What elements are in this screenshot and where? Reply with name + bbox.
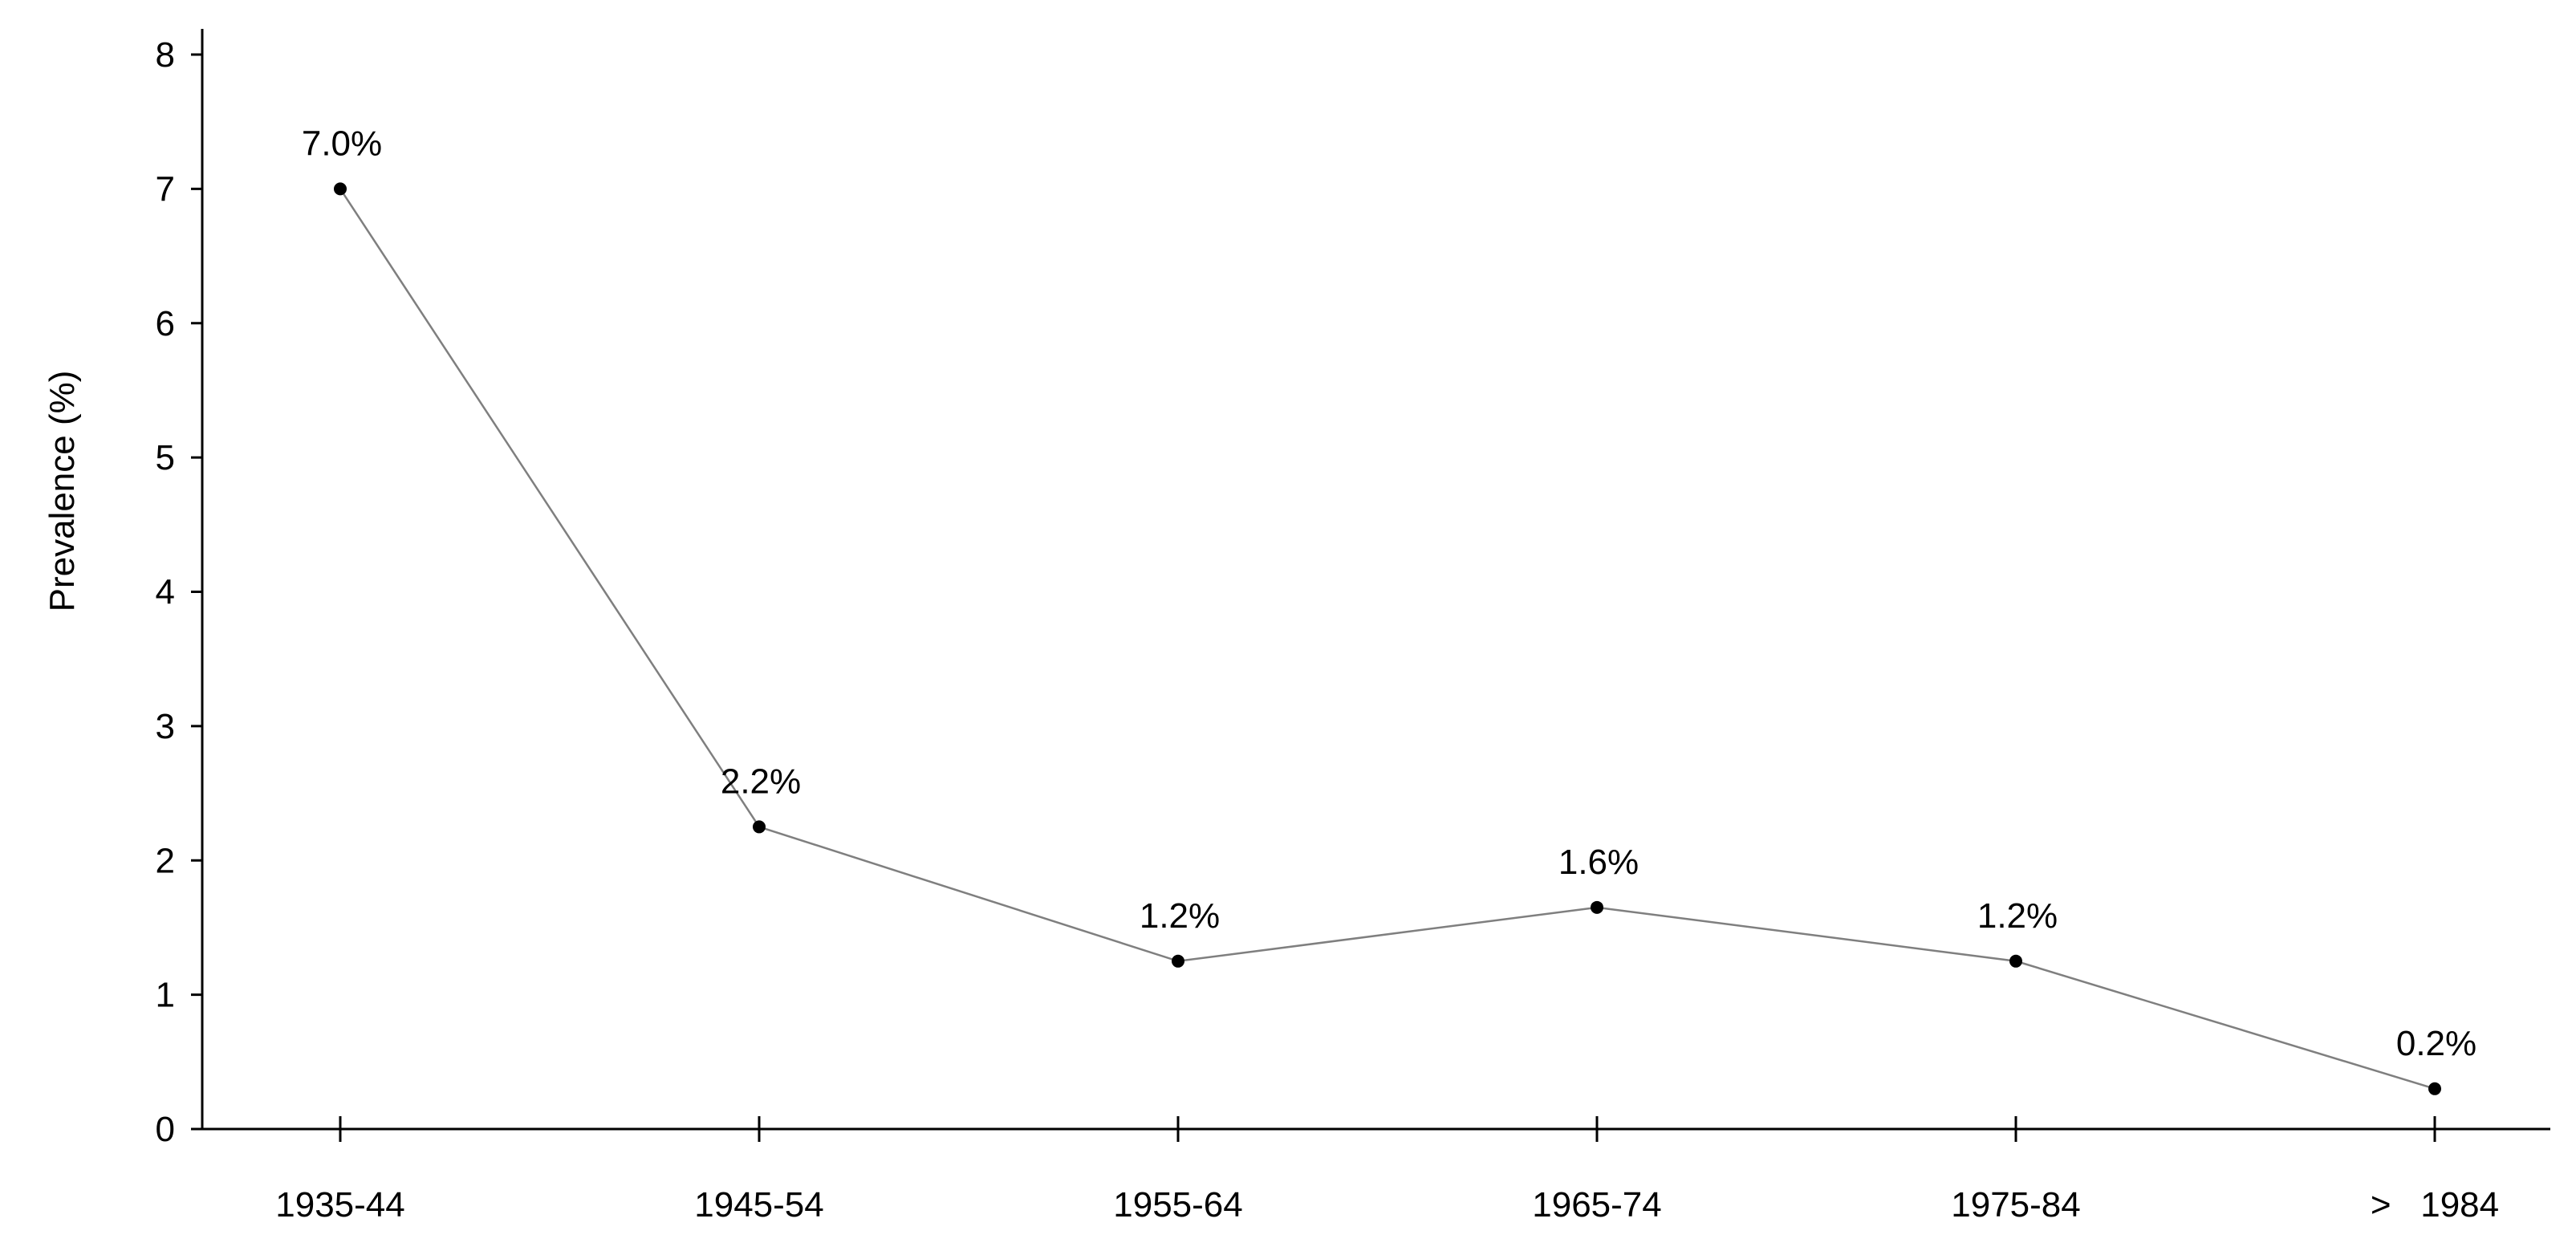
y-tick-label: 3	[156, 707, 175, 746]
axes	[201, 29, 2550, 1131]
data-point	[1172, 954, 1184, 968]
data-point	[753, 820, 766, 834]
y-tick-label: 2	[156, 841, 175, 880]
data-label: 1.6%	[1558, 843, 1639, 882]
data-label: 2.2%	[721, 762, 801, 801]
x-tick-label: > 1984	[2371, 1185, 2499, 1225]
y-tick-label: 0	[156, 1110, 175, 1149]
data-label: 1.2%	[1977, 896, 2058, 936]
data-label: 7.0%	[302, 124, 382, 163]
y-tick-label: 1	[156, 976, 175, 1015]
y-tick-label: 7	[156, 169, 175, 209]
data-label: 1.2%	[1140, 896, 1220, 936]
data-point	[2009, 954, 2022, 968]
data-point	[2428, 1082, 2441, 1095]
data-label: 0.2%	[2396, 1024, 2476, 1063]
y-axis-title: Prevalence (%)	[43, 371, 82, 612]
x-tick-label: 1935-44	[275, 1185, 404, 1225]
series	[334, 182, 2441, 1095]
x-tick-label: 1975-84	[1951, 1185, 2080, 1225]
data-point	[1591, 900, 1603, 914]
y-ticks: 0 1 2 3 4 5 6 7 8	[156, 35, 202, 1149]
y-tick-label: 5	[156, 438, 175, 477]
x-tick-label: 1945-54	[694, 1185, 823, 1225]
y-tick-label: 4	[156, 573, 175, 612]
data-point	[334, 182, 347, 196]
x-ticks: 1935-44 1945-54 1955-64 1965-74 1975-84 > 198…	[275, 1116, 2499, 1225]
x-tick-label: 1965-74	[1532, 1185, 1661, 1225]
x-tick-label: 1955-64	[1113, 1185, 1242, 1225]
y-tick-label: 8	[156, 35, 175, 75]
data-labels: 7.0% 2.2% 1.2% 1.6% 1.2% 0.2%	[302, 124, 2476, 1062]
series-line	[339, 188, 2436, 1090]
y-tick-label: 6	[156, 304, 175, 343]
